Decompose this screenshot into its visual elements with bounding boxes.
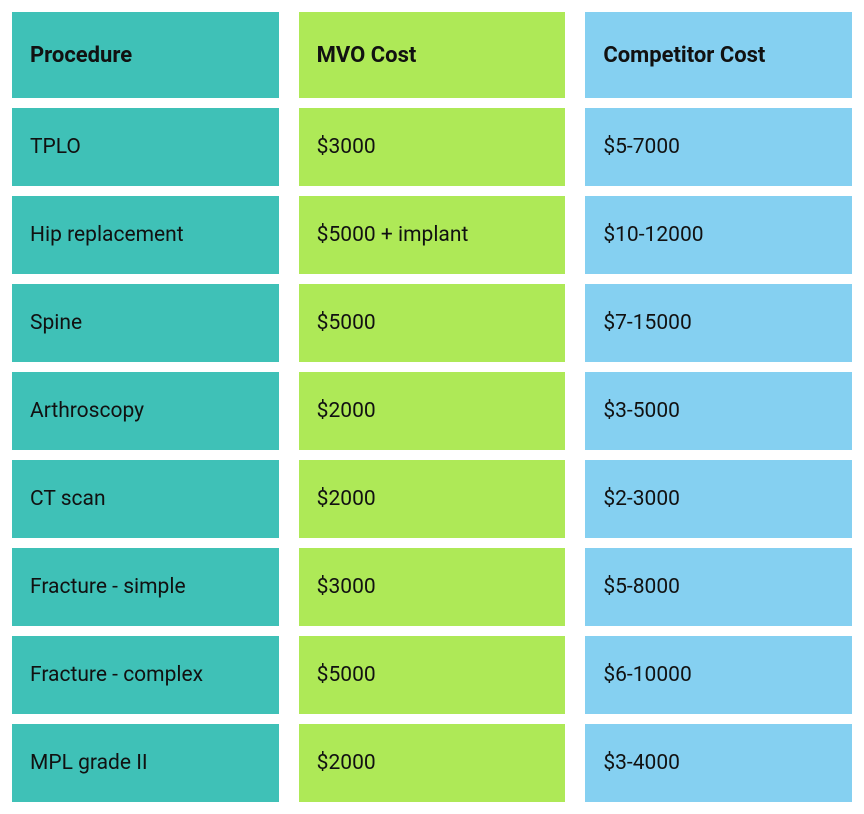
- table-cell: $5000: [299, 636, 566, 714]
- table-cell: $2000: [299, 724, 566, 802]
- table-cell: Arthroscopy: [12, 372, 279, 450]
- col-header-competitor: Competitor Cost: [585, 12, 852, 98]
- table-cell: Spine: [12, 284, 279, 362]
- pricing-table: Procedure MVO Cost Competitor Cost TPLO …: [12, 12, 852, 802]
- table-cell: $5000: [299, 284, 566, 362]
- table-cell: $5-8000: [585, 548, 852, 626]
- table-cell: Hip replacement: [12, 196, 279, 274]
- col-header-mvo: MVO Cost: [299, 12, 566, 98]
- table-cell: Fracture - complex: [12, 636, 279, 714]
- table-cell: $3-5000: [585, 372, 852, 450]
- table-cell: $10-12000: [585, 196, 852, 274]
- table-cell: $5-7000: [585, 108, 852, 186]
- table-cell: $2000: [299, 372, 566, 450]
- table-cell: $3000: [299, 548, 566, 626]
- col-header-procedure: Procedure: [12, 12, 279, 98]
- table-cell: $3000: [299, 108, 566, 186]
- table-cell: $6-10000: [585, 636, 852, 714]
- table-cell: $5000 + implant: [299, 196, 566, 274]
- table-cell: MPL grade II: [12, 724, 279, 802]
- table-cell: CT scan: [12, 460, 279, 538]
- table-cell: $7-15000: [585, 284, 852, 362]
- table-cell: $3-4000: [585, 724, 852, 802]
- table-cell: $2000: [299, 460, 566, 538]
- table-cell: $2-3000: [585, 460, 852, 538]
- table-cell: Fracture - simple: [12, 548, 279, 626]
- table-cell: TPLO: [12, 108, 279, 186]
